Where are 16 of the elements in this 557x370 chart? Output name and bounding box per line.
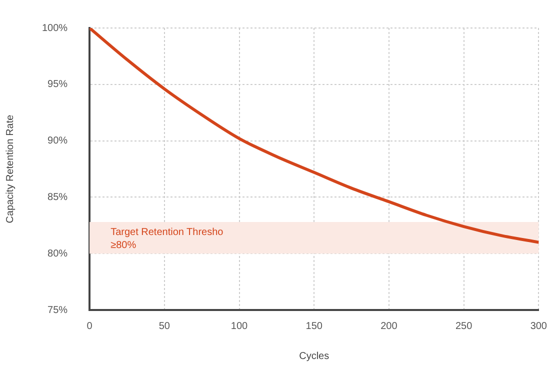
x-tick-label: 300 — [530, 320, 548, 332]
y-axis-title: Capacity Retention Rate — [4, 114, 16, 224]
y-tick-label: 95% — [48, 79, 68, 90]
y-tick-label: 75% — [48, 304, 68, 316]
x-tick-label: 0 — [86, 320, 93, 332]
y-tick-label: 100% — [42, 22, 68, 34]
y-tick-label: 85% — [48, 192, 68, 203]
y-tick-label: 80% — [48, 248, 68, 260]
band-label: Target Retention Thresho ≥80% — [110, 226, 224, 251]
x-tick-label: 200 — [380, 320, 398, 332]
y-tick-label: 90% — [48, 136, 68, 147]
x-tick-label: 150 — [306, 320, 323, 332]
x-tick-label: 50 — [158, 320, 170, 332]
x-tick-label: 100 — [230, 320, 248, 332]
x-axis-title: Cycles — [299, 350, 330, 362]
x-tick-label: 250 — [455, 320, 473, 332]
